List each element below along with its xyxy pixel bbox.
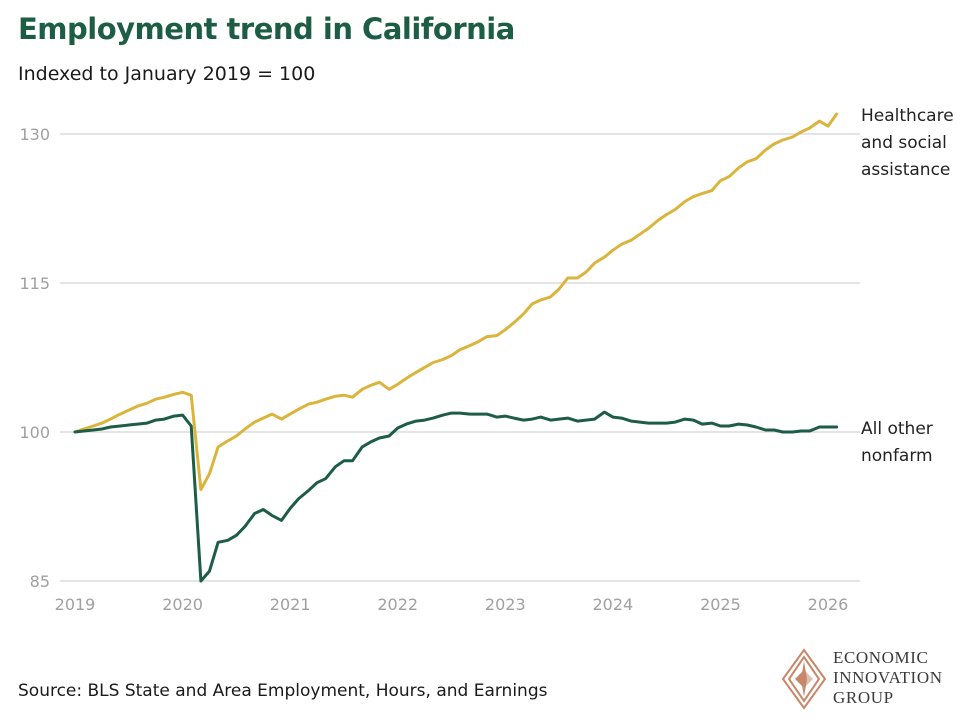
logo-line-2: INNOVATION xyxy=(833,668,943,687)
x-tick-label: 2026 xyxy=(808,595,849,614)
series-label-other: All other nonfarm xyxy=(861,419,933,466)
y-axis-ticks: 85 100 115 130 xyxy=(19,125,50,591)
x-tick-label: 2024 xyxy=(592,595,633,614)
series-label-line: nonfarm xyxy=(861,446,933,466)
grid-lines xyxy=(60,133,860,582)
source-note: Source: BLS State and Area Employment, H… xyxy=(18,681,548,701)
diamond-logo-icon xyxy=(781,648,827,710)
series-lines xyxy=(73,112,839,583)
x-tick-label: 2025 xyxy=(700,595,741,614)
series-label-line: Healthcare xyxy=(861,106,954,126)
x-tick-label: 2021 xyxy=(270,595,311,614)
x-tick-label: 2019 xyxy=(55,595,96,614)
series-label-line: All other xyxy=(861,419,933,439)
eig-logo: ECONOMIC INNOVATION GROUP xyxy=(781,648,961,710)
series-line-healthcare xyxy=(73,112,839,492)
series-label-line: assistance xyxy=(861,160,950,180)
y-tick-label: 100 xyxy=(19,423,50,442)
y-tick-label: 130 xyxy=(19,125,50,144)
chart-title: Employment trend in California xyxy=(18,12,515,46)
series-label-line: and social xyxy=(861,133,947,153)
x-tick-label: 2020 xyxy=(162,595,203,614)
logo-text: ECONOMIC INNOVATION GROUP xyxy=(833,648,943,708)
logo-line-1: ECONOMIC xyxy=(833,648,929,667)
series-labels: Healthcare and social assistance All other n… xyxy=(861,106,954,466)
x-tick-label: 2023 xyxy=(485,595,526,614)
x-axis-ticks: 2019 2020 2021 2022 2023 2024 2025 2026 xyxy=(55,595,849,614)
y-tick-label: 85 xyxy=(30,572,50,591)
logo-line-3: GROUP xyxy=(833,688,894,707)
y-tick-label: 115 xyxy=(19,274,50,293)
x-tick-label: 2022 xyxy=(377,595,418,614)
series-label-healthcare: Healthcare and social assistance xyxy=(861,106,954,180)
chart-subtitle: Indexed to January 2019 = 100 xyxy=(18,63,316,85)
series-line-other xyxy=(73,410,839,583)
